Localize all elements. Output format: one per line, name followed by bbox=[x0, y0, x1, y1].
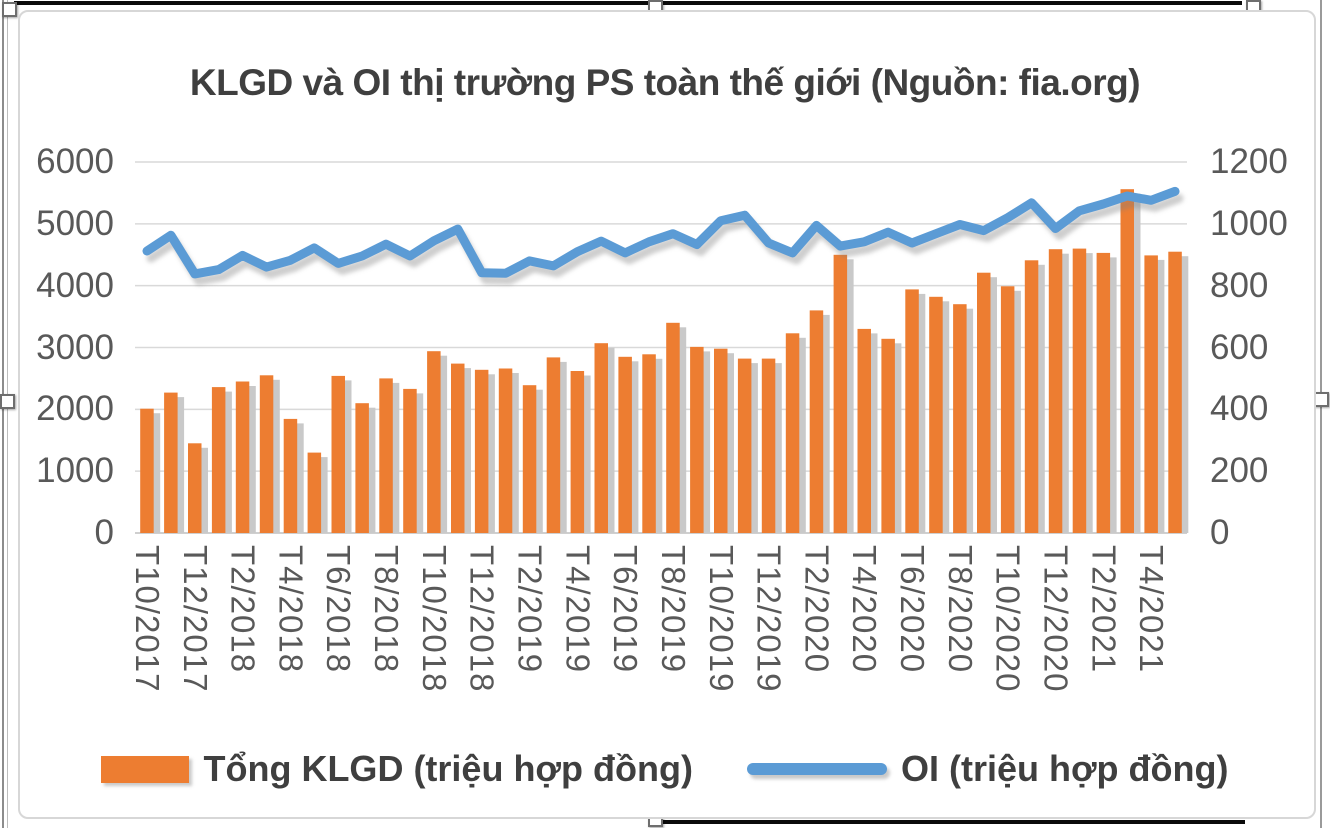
oi-line[interactable] bbox=[142, 186, 1180, 279]
x-tick-label: T4/2019 bbox=[559, 545, 597, 674]
y-tick-label: 5000 bbox=[36, 203, 114, 243]
x-tick-label: T10/2019 bbox=[702, 545, 740, 693]
y-tick-label: 400 bbox=[1210, 389, 1269, 429]
klgd-bar[interactable] bbox=[331, 375, 346, 533]
x-tick-label: T6/2019 bbox=[607, 545, 645, 674]
x-tick-label: T10/2020 bbox=[989, 545, 1027, 693]
klgd-bar[interactable] bbox=[1144, 255, 1158, 533]
klgd-bar[interactable] bbox=[1024, 260, 1039, 533]
plot-svg bbox=[135, 161, 1189, 534]
x-tick-label: T6/2018 bbox=[320, 545, 358, 674]
klgd-bar[interactable] bbox=[594, 343, 609, 533]
y-tick-label: 200 bbox=[1210, 451, 1269, 491]
x-tick-label: T4/2018 bbox=[272, 545, 310, 674]
y-tick-label: 800 bbox=[1210, 265, 1269, 305]
klgd-bar[interactable] bbox=[642, 354, 656, 533]
klgd-bar[interactable] bbox=[1048, 249, 1063, 533]
y-tick-label: 0 bbox=[94, 513, 114, 552]
legend-label-klgd[interactable]: Tổng KLGD (triệu hợp đồng) bbox=[203, 748, 693, 789]
right-value-axis: 0 200 400 600 800 1000 1200 bbox=[1210, 0, 1320, 828]
klgd-bar[interactable] bbox=[833, 254, 848, 534]
klgd-bar[interactable] bbox=[474, 369, 489, 533]
x-tick-label: T2/2021 bbox=[1085, 545, 1123, 674]
legend-bar-swatch-icon bbox=[101, 755, 190, 783]
klgd-bar[interactable] bbox=[188, 443, 202, 533]
klgd-bar[interactable] bbox=[737, 358, 752, 533]
resize-handle-left-middle[interactable] bbox=[0, 394, 15, 409]
klgd-bar[interactable] bbox=[666, 322, 680, 533]
klgd-bar[interactable] bbox=[403, 388, 417, 533]
x-tick-label: T6/2020 bbox=[894, 545, 932, 674]
y-tick-label: 1200 bbox=[1210, 142, 1288, 181]
x-tick-label: T10/2018 bbox=[415, 545, 453, 693]
x-tick-label: T2/2019 bbox=[511, 545, 549, 674]
klgd-bar[interactable] bbox=[355, 403, 369, 533]
x-tick-label: T10/2017 bbox=[128, 545, 166, 693]
klgd-bar[interactable] bbox=[977, 272, 991, 533]
klgd-bar[interactable] bbox=[881, 338, 895, 533]
klgd-bar[interactable] bbox=[451, 363, 465, 533]
legend-label-oi[interactable]: OI (triệu hợp đồng) bbox=[900, 748, 1229, 789]
chart-title[interactable]: KLGD và OI thị trường PS toàn thế giới (… bbox=[189, 62, 1141, 103]
selection-border-bottom bbox=[655, 820, 1245, 824]
klgd-bar[interactable] bbox=[164, 392, 178, 533]
klgd-bar[interactable] bbox=[1168, 251, 1182, 533]
klgd-bar[interactable] bbox=[857, 328, 872, 533]
selection-border-top bbox=[14, 1, 1242, 5]
y-tick-label: 1000 bbox=[1210, 203, 1288, 243]
selection-border-right bbox=[1320, 0, 1322, 828]
chart-legend[interactable]: Tổng KLGD (triệu hợp đồng) OI (triệu hợp… bbox=[0, 748, 1330, 790]
x-tick-label: T12/2017 bbox=[176, 545, 214, 693]
selection-border-left-inner bbox=[7, 0, 8, 828]
klgd-bar[interactable] bbox=[1120, 189, 1135, 533]
klgd-bar[interactable] bbox=[953, 304, 967, 533]
klgd-bar[interactable] bbox=[929, 296, 943, 533]
legend-line-swatch-icon bbox=[746, 763, 887, 775]
klgd-bar[interactable] bbox=[714, 348, 728, 533]
klgd-bar[interactable] bbox=[1000, 286, 1015, 533]
y-tick-label: 600 bbox=[1210, 327, 1269, 367]
y-tick-label: 6000 bbox=[36, 142, 114, 181]
selection-border-left bbox=[2, 0, 4, 828]
x-tick-label: T2/2018 bbox=[224, 545, 262, 674]
x-tick-label: T12/2019 bbox=[750, 545, 788, 693]
x-tick-label: T12/2018 bbox=[463, 545, 501, 693]
klgd-bar[interactable] bbox=[235, 381, 250, 534]
klgd-bar[interactable] bbox=[140, 408, 154, 533]
x-tick-label: T4/2021 bbox=[1133, 545, 1171, 674]
klgd-bar[interactable] bbox=[1096, 252, 1111, 533]
y-tick-label: 3000 bbox=[36, 327, 114, 367]
klgd-bar[interactable] bbox=[379, 378, 393, 533]
klgd-bar[interactable] bbox=[618, 356, 632, 533]
klgd-bar[interactable] bbox=[1072, 248, 1087, 533]
x-tick-label: T8/2018 bbox=[368, 545, 406, 674]
x-tick-label: T2/2020 bbox=[798, 545, 836, 674]
x-tick-label: T8/2019 bbox=[654, 545, 692, 674]
klgd-bar[interactable] bbox=[690, 346, 704, 533]
y-tick-label: 1000 bbox=[36, 451, 114, 491]
klgd-bar[interactable] bbox=[570, 371, 585, 533]
klgd-bar[interactable] bbox=[809, 310, 824, 533]
klgd-bar[interactable] bbox=[546, 357, 561, 533]
y-tick-label: 4000 bbox=[36, 265, 114, 305]
klgd-bar[interactable] bbox=[785, 333, 800, 533]
x-tick-label: T4/2020 bbox=[846, 545, 884, 674]
klgd-bar[interactable] bbox=[522, 385, 537, 533]
klgd-bar[interactable] bbox=[761, 358, 776, 533]
left-value-axis: 0 1000 2000 3000 4000 5000 6000 bbox=[24, 0, 114, 828]
x-tick-label: T12/2020 bbox=[1037, 545, 1075, 693]
klgd-bar[interactable] bbox=[427, 351, 441, 533]
klgd-bar[interactable] bbox=[307, 452, 322, 533]
x-tick-label: T8/2020 bbox=[941, 545, 979, 674]
klgd-bar[interactable] bbox=[905, 289, 919, 533]
resize-handle-top-left[interactable] bbox=[2, 2, 17, 17]
y-tick-label: 0 bbox=[1210, 513, 1230, 552]
klgd-bar[interactable] bbox=[498, 368, 513, 534]
klgd-bar[interactable] bbox=[211, 387, 226, 533]
klgd-bar[interactable] bbox=[283, 418, 298, 533]
klgd-bar[interactable] bbox=[259, 375, 274, 533]
y-tick-label: 2000 bbox=[36, 389, 114, 429]
